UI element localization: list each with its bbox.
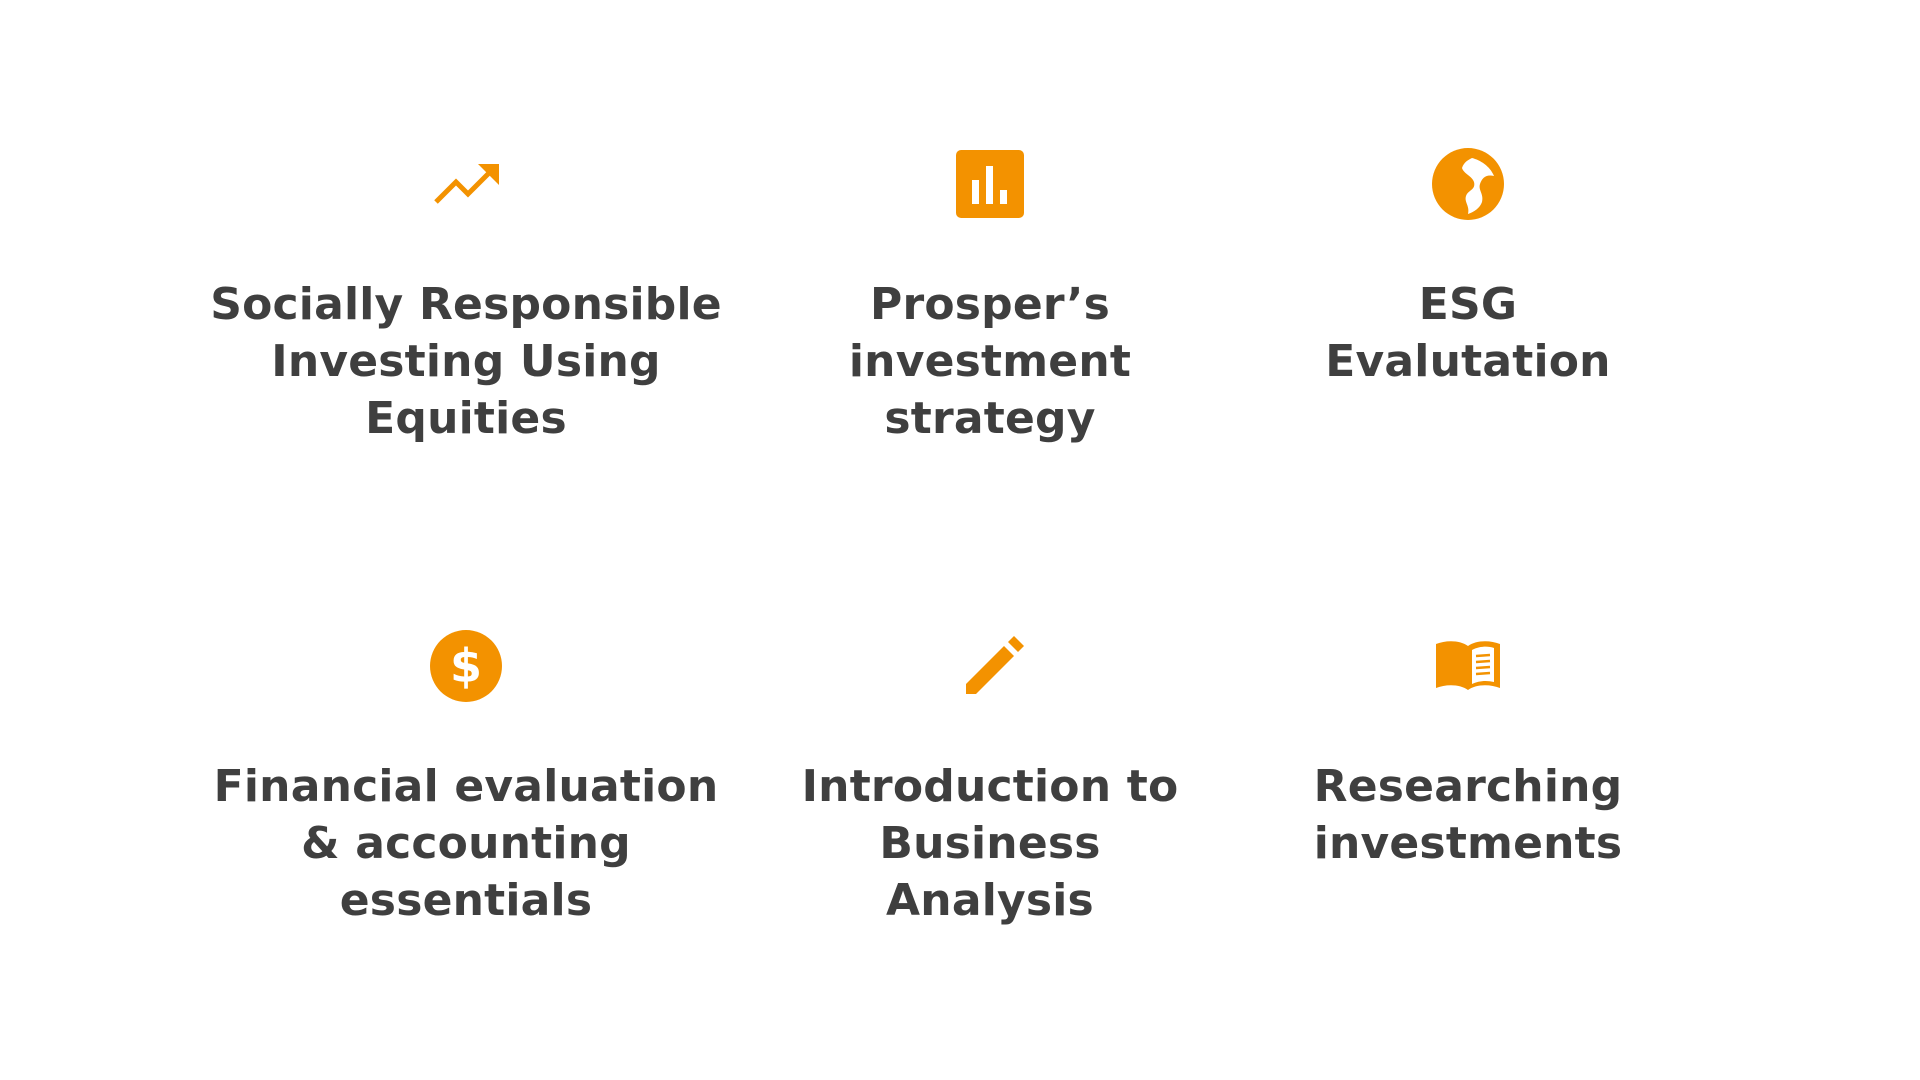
topic-label: Financial evaluation & accounting essent… [213,761,719,926]
topic-label: Prosper’s investment strategy [848,279,1132,444]
topic-card-strategy: Prosper’s investment strategy [730,140,1250,470]
topic-label: ESG Evalutation [1325,279,1611,387]
dollar-icon: $ [426,626,506,706]
topic-card-sri: Socially Responsible Investing Using Equ… [206,140,726,470]
topic-label: Researching investments [1313,761,1623,869]
topic-label: Socially Responsible Investing Using Equ… [210,279,722,444]
trending-up-icon [426,144,506,224]
book-icon [1428,626,1508,706]
topic-label: Introduction to Business Analysis [801,761,1179,926]
topic-card-esg: ESG Evalutation [1208,140,1728,470]
pencil-icon [950,626,1030,706]
svg-text:$: $ [450,639,482,693]
bar-chart-icon [950,144,1030,224]
topic-card-business-analysis: Introduction to Business Analysis [730,622,1250,952]
globe-icon [1428,144,1508,224]
topic-card-financial: $ Financial evaluation & accounting esse… [206,622,726,952]
topic-card-researching: Researching investments [1208,622,1728,952]
